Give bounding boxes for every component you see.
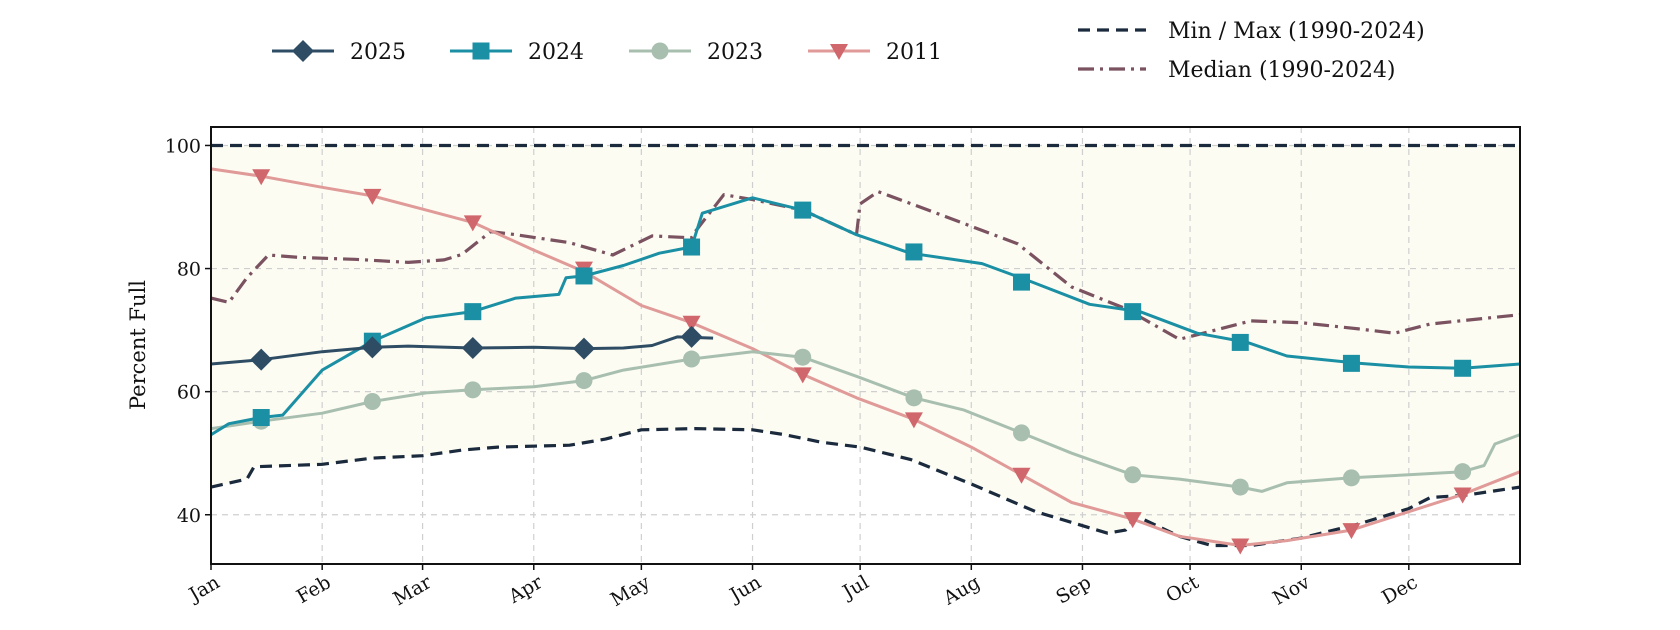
legend-item-2023: 2023 bbox=[629, 40, 763, 65]
x-tick-label-jun: Jun bbox=[725, 571, 766, 607]
marker-2024-10 bbox=[1342, 354, 1360, 372]
marker-2023-11 bbox=[1454, 463, 1472, 481]
marker-2011-9 bbox=[1231, 538, 1250, 555]
y-axis-title: Percent Full bbox=[126, 280, 150, 410]
marker-2023-5 bbox=[794, 348, 812, 366]
x-tick-label-feb: Feb bbox=[293, 571, 335, 608]
marker-2023-8 bbox=[1124, 466, 1142, 484]
legend-label-2011: 2011 bbox=[886, 40, 942, 65]
legend-label-2025: 2025 bbox=[350, 40, 406, 65]
marker-2024-0 bbox=[252, 409, 270, 427]
x-tick-label-jan: Jan bbox=[184, 571, 224, 607]
marker-2023-9 bbox=[1231, 478, 1249, 496]
legend-item-median-1990-2024: Median (1990-2024) bbox=[1078, 58, 1396, 83]
y-tick-label-60: 60 bbox=[177, 382, 201, 404]
y-tick-label-100: 100 bbox=[165, 135, 201, 157]
legend-swatch-marker bbox=[292, 40, 314, 62]
marker-2024-4 bbox=[683, 238, 701, 256]
marker-2025-2 bbox=[461, 336, 484, 359]
marker-2011-6 bbox=[904, 412, 923, 429]
legend-label-2024: 2024 bbox=[528, 40, 584, 65]
legend-label-min-max-1990-2024: Min / Max (1990-2024) bbox=[1168, 19, 1425, 44]
legend-label-median-1990-2024: Median (1990-2024) bbox=[1168, 58, 1396, 83]
marker-2024-8 bbox=[1124, 303, 1142, 321]
x-tick-label-sep: Sep bbox=[1052, 571, 1095, 608]
x-axis-ticks: Jan Feb Mar Apr May Jun Jul Aug Sep Oct Nov Dec bbox=[184, 564, 1421, 611]
marker-2023-6 bbox=[905, 389, 923, 407]
marker-2023-10 bbox=[1342, 469, 1360, 487]
marker-2025-4 bbox=[680, 325, 703, 348]
x-tick-label-jul: Jul bbox=[837, 571, 872, 604]
series-line-2011 bbox=[211, 167, 1520, 547]
min-max-fill bbox=[211, 145, 1520, 546]
marker-2024-9 bbox=[1231, 333, 1249, 351]
marker-2011-1 bbox=[363, 188, 382, 205]
x-tick-label-apr: Apr bbox=[504, 571, 547, 608]
marker-2024-11 bbox=[1454, 359, 1472, 377]
x-tick-label-mar: Mar bbox=[390, 571, 436, 610]
marker-2024-3 bbox=[575, 267, 593, 285]
marker-2011-5 bbox=[793, 367, 812, 384]
marker-2023-3 bbox=[575, 372, 593, 390]
legend-item-2011: 2011 bbox=[808, 40, 942, 65]
legend-swatch-marker bbox=[830, 44, 848, 60]
legend-item-2025: 2025 bbox=[272, 40, 406, 65]
marker-2011-2 bbox=[463, 215, 482, 232]
marker-2011-4 bbox=[682, 315, 701, 332]
legend-label-2023: 2023 bbox=[707, 40, 763, 65]
marker-2023-1 bbox=[363, 393, 381, 411]
legend-swatch-marker bbox=[472, 42, 490, 60]
y-axis-ticks: 40 60 80 100 bbox=[165, 135, 211, 527]
marker-2011-10 bbox=[1342, 523, 1361, 540]
marker-2011-11 bbox=[1453, 487, 1472, 504]
series-line-2025 bbox=[211, 335, 714, 366]
y-tick-label-40: 40 bbox=[177, 505, 201, 527]
series-line-2023 bbox=[211, 350, 1520, 493]
legend-item-min-max-1990-2024: Min / Max (1990-2024) bbox=[1078, 19, 1425, 44]
x-tick-label-nov: Nov bbox=[1269, 571, 1314, 610]
marker-2011-8 bbox=[1123, 512, 1142, 529]
markers-2011 bbox=[252, 169, 1472, 555]
marker-2023-4 bbox=[683, 350, 701, 368]
legend: 2025 2024 2023 2011 Min / Max (1990-2024) Med… bbox=[272, 19, 1425, 83]
x-tick-label-aug: Aug bbox=[939, 571, 984, 610]
plot-frame bbox=[210, 126, 1521, 565]
marker-2023-7 bbox=[1013, 424, 1031, 442]
marker-2024-5 bbox=[794, 201, 812, 219]
marker-2011-7 bbox=[1012, 467, 1031, 484]
series-markers bbox=[250, 169, 1472, 555]
legend-item-2024: 2024 bbox=[450, 40, 584, 65]
marker-2025-0 bbox=[250, 348, 273, 371]
legend-swatch-marker bbox=[651, 42, 669, 60]
x-tick-label-dec: Dec bbox=[1378, 571, 1421, 609]
marker-2024-7 bbox=[1013, 273, 1031, 291]
x-tick-label-oct: Oct bbox=[1162, 571, 1203, 607]
marker-2023-2 bbox=[464, 381, 482, 399]
markers-2024 bbox=[252, 201, 1472, 427]
x-tick-label-may: May bbox=[607, 571, 654, 611]
marker-2025-3 bbox=[572, 337, 595, 360]
markers-2025 bbox=[250, 325, 703, 371]
marker-2024-6 bbox=[905, 243, 923, 261]
marker-2024-2 bbox=[464, 303, 482, 321]
marker-2011-0 bbox=[252, 169, 271, 186]
min-max-band bbox=[211, 145, 1520, 546]
y-tick-label-80: 80 bbox=[177, 259, 201, 281]
marker-2025-1 bbox=[361, 336, 384, 359]
series-line-median-1990-2024 bbox=[211, 190, 1520, 341]
